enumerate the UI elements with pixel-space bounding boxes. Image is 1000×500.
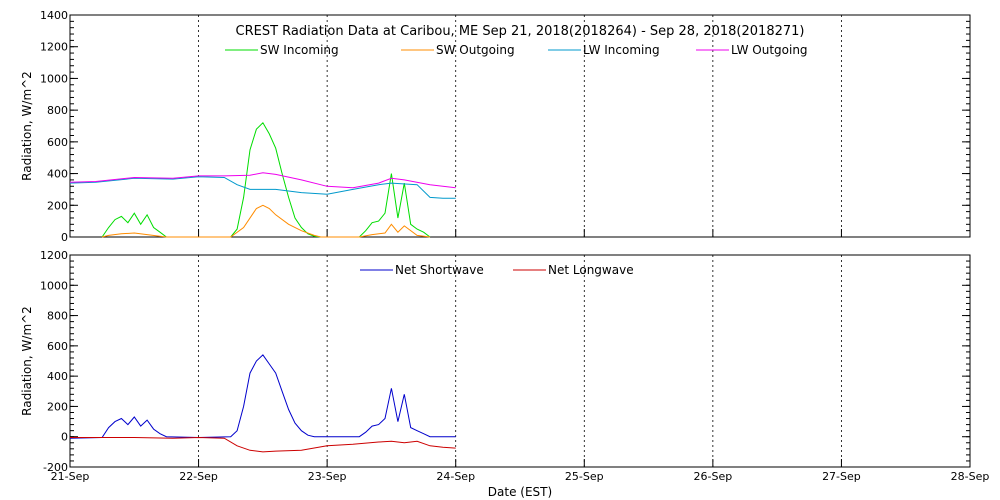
y-tick-label: 1000 — [40, 72, 68, 85]
legend-label-2: Net Longwave — [548, 263, 634, 277]
y-tick-label: 1200 — [40, 41, 68, 54]
chart-title: CREST Radiation Data at Caribou, ME Sep … — [236, 24, 805, 39]
series-line-1 — [101, 121, 431, 238]
y-axis-title: Radiation, W/m^2 — [20, 71, 34, 181]
x-tick-label: 22-Sep — [179, 470, 218, 483]
series-line-3 — [69, 176, 456, 199]
y-tick-label: 400 — [47, 168, 68, 181]
plot-frame — [69, 14, 971, 238]
x-tick-label: 24-Sep — [436, 470, 475, 483]
y-axis-title: Radiation, W/m^2 — [20, 306, 34, 416]
y-tick-label: 200 — [47, 400, 68, 413]
legend-label-3: LW Incoming — [583, 43, 660, 57]
x-tick-label: 28-Sep — [951, 470, 990, 483]
y-tick-label: 1400 — [40, 9, 68, 22]
y-tick-label: 800 — [47, 104, 68, 117]
series-line-2 — [101, 204, 431, 238]
y-tick-label: 1000 — [40, 279, 68, 292]
legend-label-1: Net Shortwave — [395, 263, 484, 277]
y-tick-label: 800 — [47, 310, 68, 323]
x-tick-label: 25-Sep — [565, 470, 604, 483]
y-tick-label: 400 — [47, 370, 68, 383]
chart-panel-2: -200 0 200 400 600 800 1000 1200 21-Sep 22-Sep 23-… — [20, 249, 989, 499]
x-tick-label: 21-Sep — [51, 470, 90, 483]
series-line-1 — [69, 354, 456, 439]
x-axis-title: Date (EST) — [488, 485, 552, 499]
legend-label-2: SW Outgoing — [436, 43, 515, 57]
y-tick-label: 0 — [61, 231, 68, 244]
x-tick-label: 27-Sep — [822, 470, 861, 483]
y-tick-label: 600 — [47, 136, 68, 149]
series-line-4 — [69, 172, 456, 189]
x-tick-label: 23-Sep — [308, 470, 347, 483]
plot-frame — [69, 254, 971, 468]
chart-panel-1: 0 200 400 600 800 1000 1200 1400 Radiation, W/m^… — [20, 9, 971, 244]
y-tick-label: 1200 — [40, 249, 68, 262]
y-tick-label: 200 — [47, 199, 68, 212]
legend-label-1: SW Incoming — [260, 43, 339, 57]
y-tick-label: 0 — [61, 431, 68, 444]
legend-label-4: LW Outgoing — [731, 43, 808, 57]
y-tick-label: 600 — [47, 340, 68, 353]
y-tick-label: -200 — [43, 461, 68, 474]
x-tick-label: 26-Sep — [694, 470, 733, 483]
series-line-2 — [70, 436, 456, 453]
